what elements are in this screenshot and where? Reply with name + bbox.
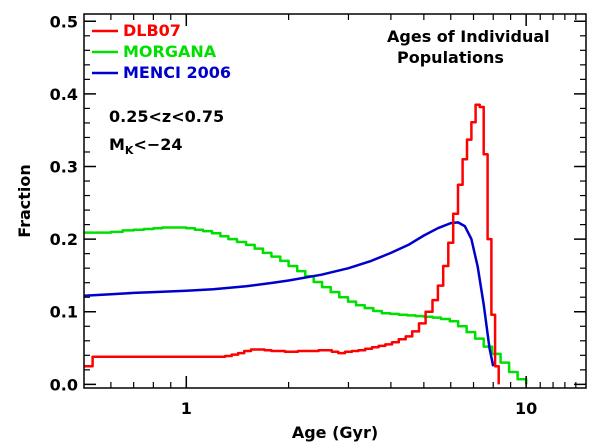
- y-tick-label: 0.2: [50, 230, 78, 249]
- y-tick-label: 0.3: [50, 158, 78, 177]
- chart-annotation-title-line2: Populations: [397, 48, 504, 67]
- y-tick-label: 0.5: [50, 12, 78, 31]
- x-tick-label: 10: [515, 399, 537, 418]
- magnitude-annotation: MK<−24: [109, 135, 183, 157]
- y-tick-label: 0.1: [50, 303, 78, 322]
- svg-text:MK<−24: MK<−24: [109, 135, 183, 157]
- y-axis-label: Fraction: [15, 164, 34, 238]
- magnitude-limit: <−24: [133, 135, 182, 154]
- x-axis-label: Age (Gyr): [292, 423, 378, 442]
- chart-annotation-title-line1: Ages of Individual: [387, 27, 550, 46]
- axis-ticks: 1 10 0.0 0.1 0.2 0.3 0.4 0.5: [50, 12, 586, 418]
- plot-frame: [83, 13, 587, 389]
- legend: DLB07 MORGANA MENCI 2006: [92, 21, 231, 82]
- redshift-annotation: 0.25<z<0.75: [109, 107, 224, 126]
- legend-label: DLB07: [123, 21, 181, 40]
- plot-lines: [84, 103, 528, 385]
- magnitude-subscript: K: [125, 144, 134, 157]
- legend-label: MENCI 2006: [123, 63, 231, 82]
- series-line-morgana: [84, 226, 528, 385]
- x-tick-label: 1: [181, 399, 192, 418]
- legend-label: MORGANA: [123, 42, 217, 61]
- magnitude-symbol: M: [109, 135, 125, 154]
- series-line-dlb07: [84, 103, 500, 385]
- series-line-menci-2006: [84, 221, 495, 367]
- y-tick-label: 0.0: [50, 375, 78, 394]
- y-tick-label: 0.4: [50, 85, 78, 104]
